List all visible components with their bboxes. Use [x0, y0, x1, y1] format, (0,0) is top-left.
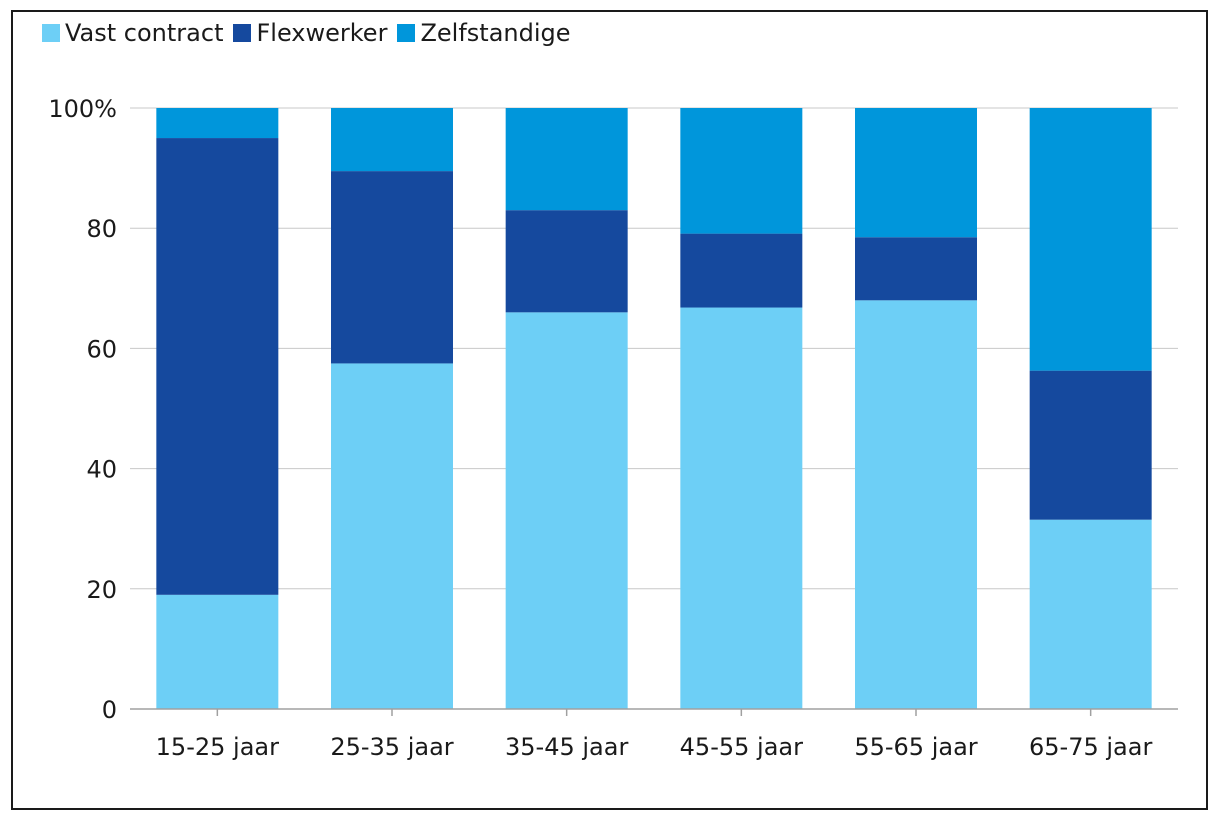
legend-swatch-flexwerker [233, 24, 252, 42]
bar-flexwerker [1029, 370, 1152, 520]
bar-zelfstandige [855, 108, 977, 238]
bar-vast-contract [680, 307, 803, 709]
y-tick-label: 40 [86, 456, 117, 484]
y-tick-label: 80 [86, 215, 117, 243]
bar-vast-contract [505, 312, 628, 709]
bar-zelfstandige [505, 108, 628, 211]
bar-zelfstandige [1029, 108, 1152, 371]
y-tick-label: 20 [86, 576, 117, 604]
bar-zelfstandige [680, 108, 803, 234]
bar-flexwerker [331, 171, 453, 364]
y-tick-label: 100% [48, 95, 117, 123]
bar-vast-contract [855, 300, 977, 709]
bar-vast-contract [1029, 519, 1152, 709]
y-tick-label: 0 [102, 696, 117, 724]
bar-flexwerker [680, 233, 803, 308]
legend-label-zelfstandige: Zelfstandige [420, 19, 571, 47]
bar-flexwerker [505, 210, 628, 313]
bar-flexwerker [855, 237, 977, 301]
legend-swatch-zelfstandige [397, 24, 416, 42]
legend-item-flexwerker: Flexwerker [233, 19, 387, 47]
legend-label-vast-contract: Vast contract [65, 19, 224, 47]
x-tick-label: 45-55 jaar [680, 733, 803, 761]
bar-vast-contract [331, 363, 453, 709]
bar-zelfstandige [156, 108, 279, 139]
x-tick-label: 15-25 jaar [156, 733, 279, 761]
bar-zelfstandige [331, 108, 453, 172]
x-tick-label: 55-65 jaar [854, 733, 977, 761]
x-tick-label: 35-45 jaar [505, 733, 628, 761]
bar-flexwerker [156, 138, 279, 595]
legend: Vast contract Flexwerker Zelfstandige [42, 16, 571, 50]
y-tick-label: 60 [86, 335, 117, 363]
x-tick-label: 65-75 jaar [1029, 733, 1152, 761]
legend-label-flexwerker: Flexwerker [256, 19, 388, 47]
bar-vast-contract [156, 594, 279, 709]
legend-item-vast-contract: Vast contract [42, 19, 223, 47]
legend-swatch-vast-contract [42, 24, 60, 42]
legend-item-zelfstandige: Zelfstandige [397, 19, 571, 47]
x-tick-label: 25-35 jaar [330, 733, 453, 761]
